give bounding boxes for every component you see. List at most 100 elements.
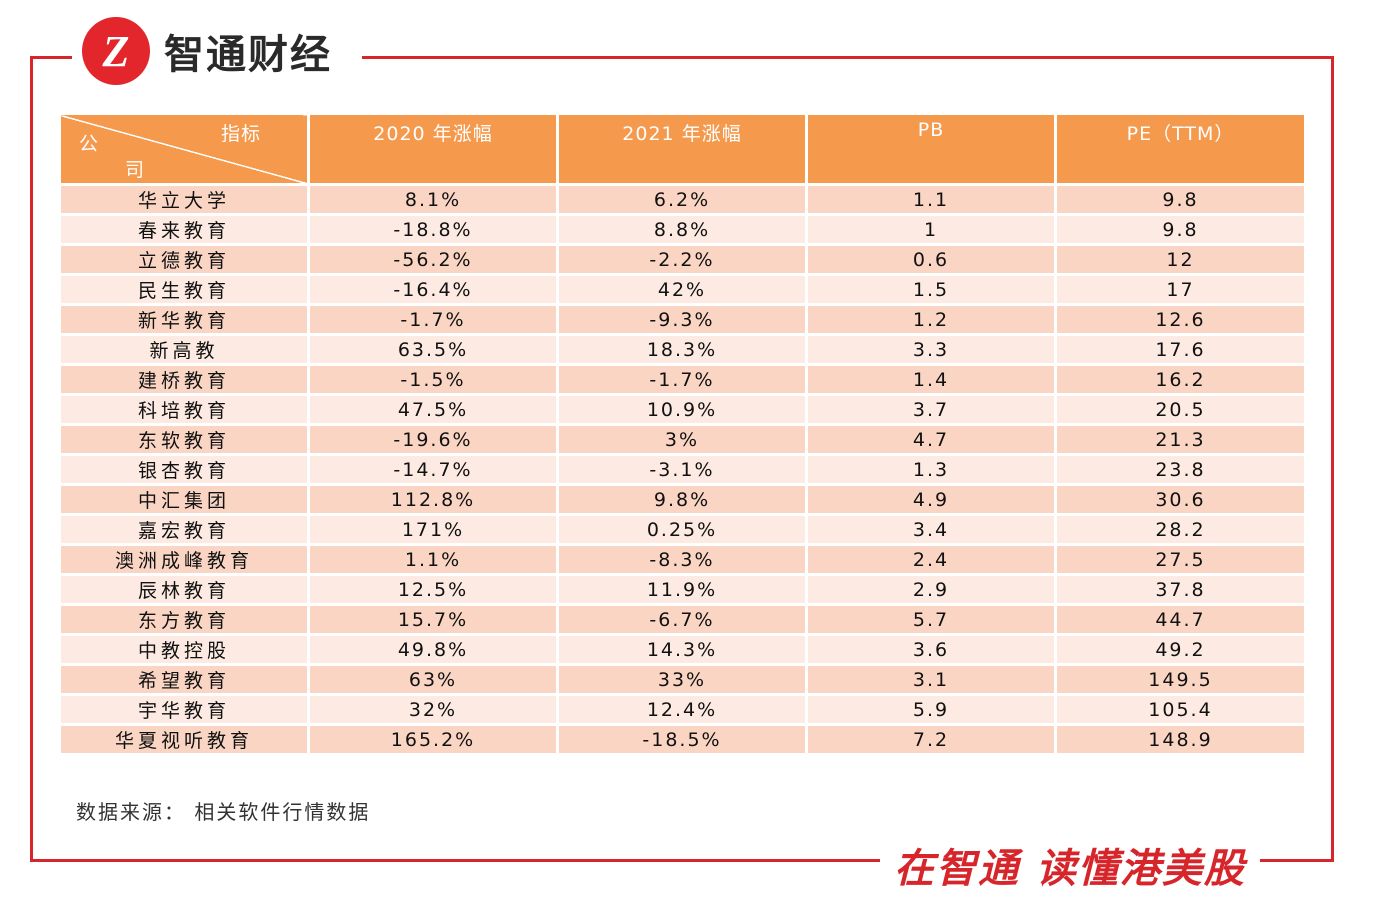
change-2020: -14.7%: [307, 453, 559, 486]
table-row: 民生教育 -16.4% 42% 1.5 17: [58, 273, 1307, 306]
pe-value: 149.5: [1054, 663, 1307, 696]
pb-value: 3.7: [805, 393, 1057, 426]
change-2020: 49.8%: [307, 633, 559, 666]
company-name: 中汇集团: [58, 483, 310, 516]
company-name: 民生教育: [58, 273, 310, 306]
table-row: 立德教育 -56.2% -2.2% 0.6 12: [58, 243, 1307, 276]
pb-value: 7.2: [805, 723, 1057, 756]
change-2020: -18.8%: [307, 213, 559, 246]
change-2021: 10.9%: [556, 393, 808, 426]
logo-mark-icon: Z: [82, 17, 150, 85]
pb-value: 3.4: [805, 513, 1057, 546]
pe-value: 9.8: [1054, 213, 1307, 246]
change-2020: -1.7%: [307, 303, 559, 336]
pb-value: 4.9: [805, 483, 1057, 516]
change-2021: -2.2%: [556, 243, 808, 276]
company-name: 新华教育: [58, 303, 310, 336]
change-2021: 14.3%: [556, 633, 808, 666]
change-2021: 18.3%: [556, 333, 808, 366]
pb-value: 0.6: [805, 243, 1057, 276]
company-name: 中教控股: [58, 633, 310, 666]
header-pb: PB: [805, 112, 1057, 186]
pb-value: 3.6: [805, 633, 1057, 666]
pb-value: 2.9: [805, 573, 1057, 606]
table-row: 中汇集团 112.8% 9.8% 4.9 30.6: [58, 483, 1307, 516]
change-2021: -6.7%: [556, 603, 808, 636]
table-row: 东方教育 15.7% -6.7% 5.7 44.7: [58, 603, 1307, 636]
company-name: 辰林教育: [58, 573, 310, 606]
company-name: 建桥教育: [58, 363, 310, 396]
change-2020: 112.8%: [307, 483, 559, 516]
change-2021: 8.8%: [556, 213, 808, 246]
pb-value: 1.1: [805, 183, 1057, 216]
change-2021: -18.5%: [556, 723, 808, 756]
change-2021: 11.9%: [556, 573, 808, 606]
table-row: 新高教 63.5% 18.3% 3.3 17.6: [58, 333, 1307, 366]
pe-value: 21.3: [1054, 423, 1307, 456]
frame-left-line: [30, 56, 33, 862]
header-indicator-label: 指标: [220, 123, 261, 145]
table-row: 澳洲成峰教育 1.1% -8.3% 2.4 27.5: [58, 543, 1307, 576]
company-name: 东软教育: [58, 423, 310, 456]
change-2020: 1.1%: [307, 543, 559, 576]
header-2020-change: 2020 年涨幅: [307, 112, 559, 186]
pe-value: 16.2: [1054, 363, 1307, 396]
change-2020: 171%: [307, 513, 559, 546]
table-row: 华立大学 8.1% 6.2% 1.1 9.8: [58, 183, 1307, 216]
header-company-label-1: 公: [79, 133, 100, 155]
header-pe-ttm: PE（TTM）: [1054, 112, 1307, 186]
table-row: 宇华教育 32% 12.4% 5.9 105.4: [58, 693, 1307, 726]
pe-value: 105.4: [1054, 693, 1307, 726]
change-2020: 63.5%: [307, 333, 559, 366]
pe-value: 20.5: [1054, 393, 1307, 426]
pe-value: 17.6: [1054, 333, 1307, 366]
table-row: 春来教育 -18.8% 8.8% 1 9.8: [58, 213, 1307, 246]
pe-value: 9.8: [1054, 183, 1307, 216]
table-row: 东软教育 -19.6% 3% 4.7 21.3: [58, 423, 1307, 456]
table-row: 中教控股 49.8% 14.3% 3.6 49.2: [58, 633, 1307, 666]
company-name: 澳洲成峰教育: [58, 543, 310, 576]
company-name: 银杏教育: [58, 453, 310, 486]
pb-value: 1.4: [805, 363, 1057, 396]
pb-value: 1.2: [805, 303, 1057, 336]
change-2020: -56.2%: [307, 243, 559, 276]
company-name: 希望教育: [58, 663, 310, 696]
change-2021: 9.8%: [556, 483, 808, 516]
pe-value: 30.6: [1054, 483, 1307, 516]
slogan-text: 在智通 读懂港美股: [894, 846, 1246, 892]
slogan-banner: 在智通 读懂港美股: [880, 836, 1260, 894]
brand-logo: Z 智通财经: [72, 8, 362, 94]
table-row: 辰林教育 12.5% 11.9% 2.9 37.8: [58, 573, 1307, 606]
logo-text: 智通财经: [164, 32, 332, 78]
change-2021: 0.25%: [556, 513, 808, 546]
pe-value: 23.8: [1054, 453, 1307, 486]
pb-value: 4.7: [805, 423, 1057, 456]
company-name: 东方教育: [58, 603, 310, 636]
change-2020: 47.5%: [307, 393, 559, 426]
pb-value: 1.3: [805, 453, 1057, 486]
frame-right-line: [1331, 56, 1334, 862]
change-2021: 3%: [556, 423, 808, 456]
table-row: 银杏教育 -14.7% -3.1% 1.3 23.8: [58, 453, 1307, 486]
source-note: 数据来源： 相关软件行情数据: [76, 800, 371, 824]
pe-value: 28.2: [1054, 513, 1307, 546]
change-2021: 12.4%: [556, 693, 808, 726]
pe-value: 17: [1054, 273, 1307, 306]
change-2020: -19.6%: [307, 423, 559, 456]
change-2021: 6.2%: [556, 183, 808, 216]
header-company-label-2: 司: [125, 159, 146, 181]
table-header-row: 指标 公 司 2020 年涨幅 2021 年涨幅 PB PE（TTM）: [58, 112, 1307, 186]
company-name: 科培教育: [58, 393, 310, 426]
change-2020: 12.5%: [307, 573, 559, 606]
pb-value: 1: [805, 213, 1057, 246]
frame-top-line: [30, 56, 1334, 59]
change-2020: 8.1%: [307, 183, 559, 216]
pb-value: 5.9: [805, 693, 1057, 726]
change-2020: 15.7%: [307, 603, 559, 636]
company-name: 春来教育: [58, 213, 310, 246]
valuation-table-container: 指标 公 司 2020 年涨幅 2021 年涨幅 PB PE（TTM） 华立大学…: [58, 112, 1307, 756]
change-2021: -8.3%: [556, 543, 808, 576]
company-name: 华夏视听教育: [58, 723, 310, 756]
pb-value: 3.3: [805, 333, 1057, 366]
pe-value: 27.5: [1054, 543, 1307, 576]
